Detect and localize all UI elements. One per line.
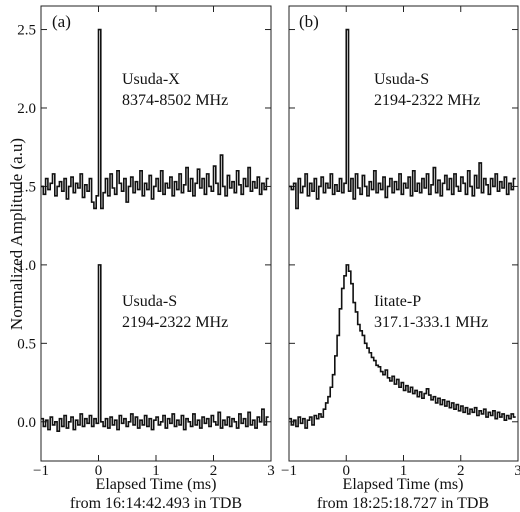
panel-a-x-tick-label: 1 <box>152 463 160 479</box>
panel-a-x-axis-subtitle: from 16:14:42.493 in TDB <box>70 495 242 512</box>
panel-b-traces <box>289 28 516 429</box>
panel-a-y-tick-label: 1.5 <box>17 179 36 195</box>
panel-a-x-tick-label: 2 <box>210 463 218 479</box>
panel-a-series-usuda-s-line <box>41 264 269 432</box>
panel-b-y-ticks <box>289 29 518 423</box>
panel-a-y-tick-label: 1.0 <box>17 258 36 274</box>
panel-a-y-tick-label: 2.5 <box>17 23 36 39</box>
panel-a-x-axis-label: Elapsed Time (ms) <box>96 476 217 493</box>
panel-b-x-ticks: −1 0 1 2 3 <box>281 6 520 479</box>
panel-b-x-tick-label: −1 <box>281 463 297 479</box>
y-axis-label: Normalized Amplitude (a.u) <box>7 138 26 330</box>
panel-a-y-tick-label: 2.0 <box>17 101 36 117</box>
panel-b-x-axis-subtitle: from 18:25:18.727 in TDB <box>317 495 489 512</box>
panel-b-x-tick-label: 0 <box>343 463 351 479</box>
panel-a-x-tick-label: −1 <box>33 463 49 479</box>
panel-a-series-usuda-x-line <box>41 28 269 210</box>
series-label-usuda-s-name: Usuda-S <box>122 293 177 310</box>
panel-a-y-tick-label: 0.5 <box>17 336 36 352</box>
panel-b-x-axis-label: Elapsed Time (ms) <box>343 476 464 493</box>
series-label-iitate-p-band: 317.1-333.1 MHz <box>374 314 488 331</box>
series-label-usuda-x-name: Usuda-X <box>122 71 180 88</box>
series-label-usuda-s-b-name: Usuda-S <box>374 71 429 88</box>
panel-a-x-ticks: −1 0 1 2 3 <box>33 6 275 479</box>
panel-b-label: (b) <box>299 12 319 31</box>
panel-b-x-tick-label: 3 <box>514 463 520 479</box>
series-label-iitate-p-name: Iitate-P <box>374 293 421 310</box>
panel-a: (a) 0.0 0.5 1.0 1.5 2.0 2.5 −1 0 1 2 3 Usuda-X 83… <box>17 5 275 512</box>
series-label-usuda-x-band: 8374-8502 MHz <box>122 92 228 109</box>
panel-b-series-iitate-p-line <box>289 264 516 429</box>
panel-b-x-tick-label: 2 <box>457 463 465 479</box>
panel-a-x-tick-label: 3 <box>267 463 275 479</box>
series-label-usuda-s-band: 2194-2322 MHz <box>122 314 228 331</box>
panel-b-x-tick-label: 1 <box>400 463 408 479</box>
series-label-usuda-s-b-band: 2194-2322 MHz <box>374 92 480 109</box>
panel-a-label: (a) <box>52 12 71 31</box>
panel-a-y-tick-label: 0.0 <box>17 415 36 431</box>
panel-b-series-usuda-s-line <box>289 28 516 210</box>
panel-a-traces <box>41 28 269 432</box>
panel-a-x-tick-label: 0 <box>95 463 103 479</box>
panel-b: (b) −1 0 1 2 3 Usuda-S 2194-2322 MHz Iitate-… <box>281 5 520 512</box>
